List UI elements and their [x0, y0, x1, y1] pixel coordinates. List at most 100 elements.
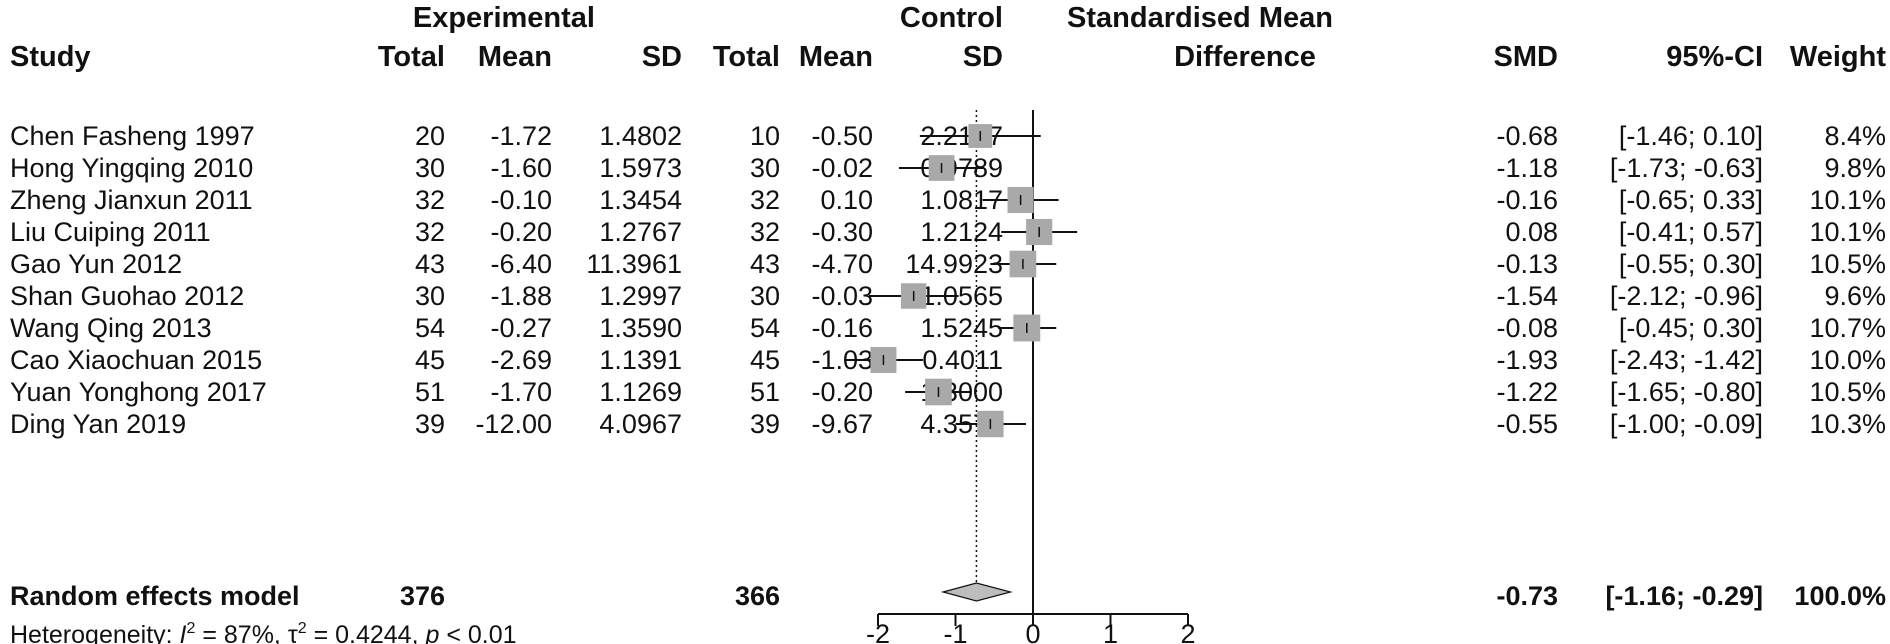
ctrl-mean: 0.10 — [820, 185, 873, 215]
ctrl-total: 10 — [750, 121, 780, 151]
study-row: Gao Yun 2012 43 -6.40 11.3961 43 -4.70 14.9923… — [10, 249, 1886, 279]
exp-mean: -1.60 — [490, 153, 552, 183]
ci-header: 95%-CI — [1666, 41, 1763, 73]
weight-value: 9.8% — [1824, 153, 1886, 183]
ctrl-mean: -0.02 — [811, 153, 873, 183]
exp-total: 39 — [415, 409, 445, 439]
heterogeneity-text: Heterogeneity: I2 = 87%, τ2 = 0.4244, p … — [10, 620, 517, 644]
ctrl-total: 51 — [750, 377, 780, 407]
pooled-smd: -0.73 — [1496, 581, 1558, 611]
ctrl-total: 32 — [750, 185, 780, 215]
exp-total-header: Total — [378, 41, 445, 73]
study-row: Ding Yan 2019 39 -12.00 4.0967 39 -9.67 4.3571… — [10, 409, 1886, 439]
study-name: Yuan Yonghong 2017 — [10, 377, 267, 407]
study-row: Hong Yingqing 2010 30 -1.60 1.5973 30 -0.02 0.… — [10, 153, 1886, 183]
ctrl-sd: 14.9923 — [905, 249, 1003, 279]
ctrl-total: 30 — [750, 281, 780, 311]
exp-sd: 1.3454 — [599, 185, 682, 215]
pooled-ctrl-total: 366 — [735, 581, 780, 611]
smd-header: SMD — [1494, 41, 1558, 73]
ctrl-sd: 0.4011 — [922, 345, 1003, 375]
study-rows: Chen Fasheng 1997 20 -1.72 1.4802 10 -0.50 2.2… — [10, 121, 1886, 439]
ci-value: [-0.55; 0.30] — [1619, 249, 1763, 279]
smd-value: -1.22 — [1496, 377, 1558, 407]
ctrl-mean: -0.03 — [811, 281, 873, 311]
ci-value: [-1.65; -0.80] — [1610, 377, 1763, 407]
exp-sd: 1.1269 — [599, 377, 682, 407]
x-tick-label: 0 — [1025, 619, 1040, 644]
study-name: Zheng Jianxun 2011 — [10, 185, 253, 215]
exp-sd: 11.3961 — [586, 249, 682, 279]
ctrl-mean: -0.30 — [811, 217, 873, 247]
experimental-header: Experimental — [413, 2, 595, 34]
exp-sd: 4.0967 — [599, 409, 682, 439]
weight-header: Weight — [1790, 41, 1886, 73]
pooled-name: Random effects model — [10, 581, 300, 611]
study-name: Liu Cuiping 2011 — [10, 217, 211, 247]
study-row: Shan Guohao 2012 30 -1.88 1.2997 30 -0.03 1.05… — [10, 281, 1886, 311]
weight-value: 10.1% — [1809, 217, 1886, 247]
exp-sd: 1.5973 — [599, 153, 682, 183]
exp-sd: 1.2997 — [599, 281, 682, 311]
plot-area: -2 -1 0 1 2 — [844, 110, 1196, 644]
smd-value: -1.54 — [1496, 281, 1558, 311]
smd-value: -1.93 — [1496, 345, 1558, 375]
ctrl-total: 54 — [750, 313, 780, 343]
smd-value: -0.08 — [1496, 313, 1558, 343]
weight-value: 9.6% — [1824, 281, 1886, 311]
ctrl-total-header: Total — [713, 41, 780, 73]
exp-total: 43 — [415, 249, 445, 279]
ctrl-sd: 1.2124 — [920, 217, 1003, 247]
exp-mean: -12.00 — [475, 409, 552, 439]
study-header: Study — [10, 41, 91, 73]
ctrl-mean: -0.20 — [811, 377, 873, 407]
plot-title-line1: Standardised Mean — [1067, 2, 1333, 34]
ci-value: [-1.00; -0.09] — [1610, 409, 1763, 439]
exp-sd-header: SD — [642, 41, 682, 73]
exp-total: 51 — [415, 377, 445, 407]
study-name: Ding Yan 2019 — [10, 409, 186, 439]
exp-total: 45 — [415, 345, 445, 375]
exp-mean: -0.20 — [490, 217, 552, 247]
ctrl-mean-header: Mean — [799, 41, 873, 73]
exp-mean: -1.72 — [490, 121, 552, 151]
x-tick-label: 1 — [1103, 619, 1118, 644]
ctrl-total: 45 — [750, 345, 780, 375]
smd-value: -0.13 — [1496, 249, 1558, 279]
ctrl-total: 30 — [750, 153, 780, 183]
smd-value: -0.68 — [1496, 121, 1558, 151]
ctrl-total: 32 — [750, 217, 780, 247]
exp-total: 30 — [415, 281, 445, 311]
weight-value: 10.5% — [1809, 377, 1886, 407]
weight-value: 10.0% — [1809, 345, 1886, 375]
ctrl-sd: 1.5245 — [920, 313, 1003, 343]
study-name: Shan Guohao 2012 — [10, 281, 244, 311]
pooled-diamond — [940, 582, 1013, 602]
study-name: Cao Xiaochuan 2015 — [10, 345, 262, 375]
exp-mean: -0.10 — [490, 185, 552, 215]
ctrl-total: 43 — [750, 249, 780, 279]
ctrl-mean: -4.70 — [811, 249, 873, 279]
weight-value: 10.7% — [1809, 313, 1886, 343]
ci-value: [-1.46; 0.10] — [1619, 121, 1763, 151]
ctrl-mean: -0.16 — [811, 313, 873, 343]
ci-value: [-2.43; -1.42] — [1610, 345, 1763, 375]
smd-value: -0.16 — [1496, 185, 1558, 215]
exp-total: 20 — [415, 121, 445, 151]
x-tick-label: -1 — [943, 619, 967, 644]
smd-value: -0.55 — [1496, 409, 1558, 439]
study-name: Wang Qing 2013 — [10, 313, 212, 343]
ci-value: [-2.12; -0.96] — [1610, 281, 1763, 311]
exp-mean: -0.27 — [490, 313, 552, 343]
pooled-weight: 100.0% — [1794, 581, 1886, 611]
study-row: Chen Fasheng 1997 20 -1.72 1.4802 10 -0.50 2.2… — [10, 121, 1886, 151]
smd-value: 0.08 — [1505, 217, 1558, 247]
ctrl-sd-header: SD — [963, 41, 1003, 73]
ci-value: [-0.41; 0.57] — [1619, 217, 1763, 247]
exp-mean: -1.88 — [490, 281, 552, 311]
exp-sd: 1.2767 — [599, 217, 682, 247]
ctrl-mean: -9.67 — [811, 409, 873, 439]
study-name: Chen Fasheng 1997 — [10, 121, 255, 151]
exp-sd: 1.1391 — [599, 345, 682, 375]
